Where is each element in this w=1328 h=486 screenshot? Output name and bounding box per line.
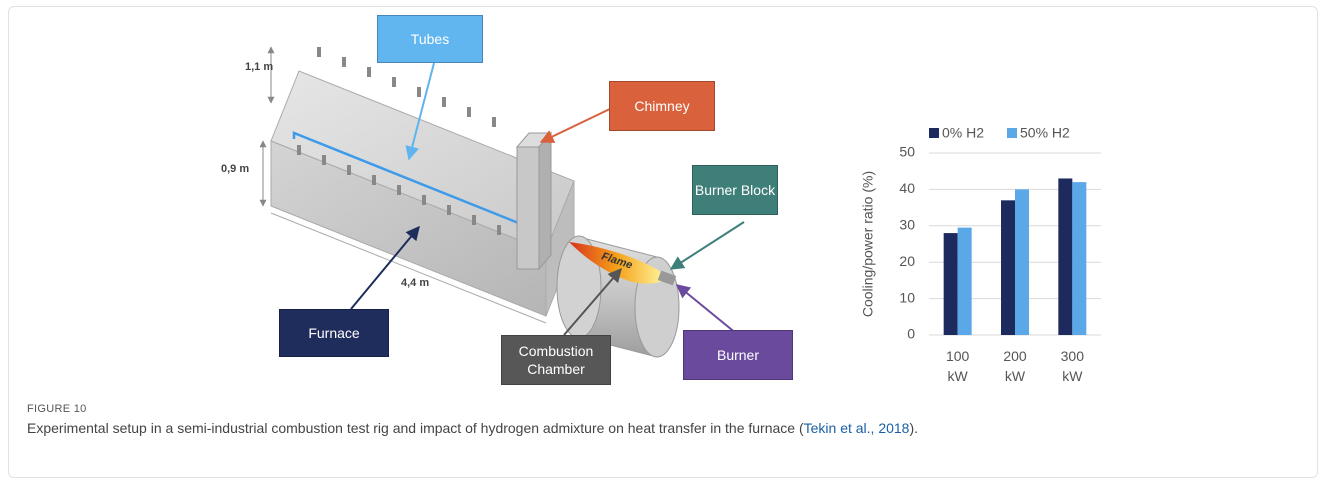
- dimension-label: 0,9 m: [221, 163, 250, 175]
- label-box: Chimney: [609, 81, 715, 131]
- arrow: [675, 284, 738, 335]
- diagram: [259, 46, 745, 358]
- legend-label: 50% H2: [1020, 125, 1070, 141]
- y-tick-label: 40: [899, 180, 915, 196]
- caption-body: Experimental setup in a semi-industrial …: [27, 420, 804, 436]
- flame: [569, 242, 666, 284]
- arrow: [563, 267, 622, 336]
- y-tick-label: 0: [907, 326, 915, 342]
- y-axis-label: Cooling/power ratio (%): [860, 171, 876, 317]
- label-box: Burner Block: [692, 165, 778, 215]
- arrow: [539, 106, 615, 143]
- label-box: Combustion Chamber: [501, 335, 611, 385]
- legend-swatch: [1007, 128, 1017, 138]
- bar: [1058, 178, 1073, 335]
- arrow: [405, 62, 435, 161]
- tube-stubs: [297, 47, 501, 235]
- x-tick-label: 300 kW: [1061, 348, 1085, 384]
- burner-nozzle: [657, 270, 677, 286]
- bar: [1072, 182, 1087, 335]
- y-tick-label: 30: [899, 217, 915, 233]
- y-tick-label: 10: [899, 289, 915, 305]
- bar: [1001, 200, 1015, 335]
- bar: [957, 227, 972, 335]
- figure-frame: 1,1 m 0,9 m 4,4 m Flame Tubes Chimney Bu…: [8, 6, 1318, 478]
- dimension-label: 1,1 m: [245, 61, 274, 73]
- dimension-label: 4,4 m: [401, 277, 430, 289]
- legend-swatch: [929, 128, 939, 138]
- legend-label: 0% H2: [942, 125, 984, 141]
- x-tick-label: 200 kW: [1003, 348, 1027, 384]
- arrow: [350, 225, 420, 310]
- label-box: Burner: [683, 330, 793, 380]
- dim-line: [270, 212, 547, 324]
- y-tick-label: 20: [899, 253, 915, 269]
- y-tick-label: 50: [899, 144, 915, 160]
- bar-chart: 0 10 20 30 40 50 Cooling/power ratio (%) 100 kW 2…: [860, 125, 1101, 384]
- citation-link[interactable]: Tekin et al., 2018: [803, 420, 910, 436]
- x-tick-label: 100 kW: [946, 348, 970, 384]
- caption: FIGURE 10 Experimental setup in a semi-i…: [27, 403, 1317, 436]
- caption-end: ).: [909, 420, 919, 436]
- label-box: Tubes: [377, 15, 483, 63]
- bar: [943, 233, 958, 335]
- arrow: [669, 221, 745, 270]
- figure-label: FIGURE 10: [27, 403, 87, 415]
- label-box: Furnace: [279, 309, 389, 357]
- bar: [1015, 189, 1029, 335]
- caption-text: Experimental setup in a semi-industrial …: [27, 420, 1317, 436]
